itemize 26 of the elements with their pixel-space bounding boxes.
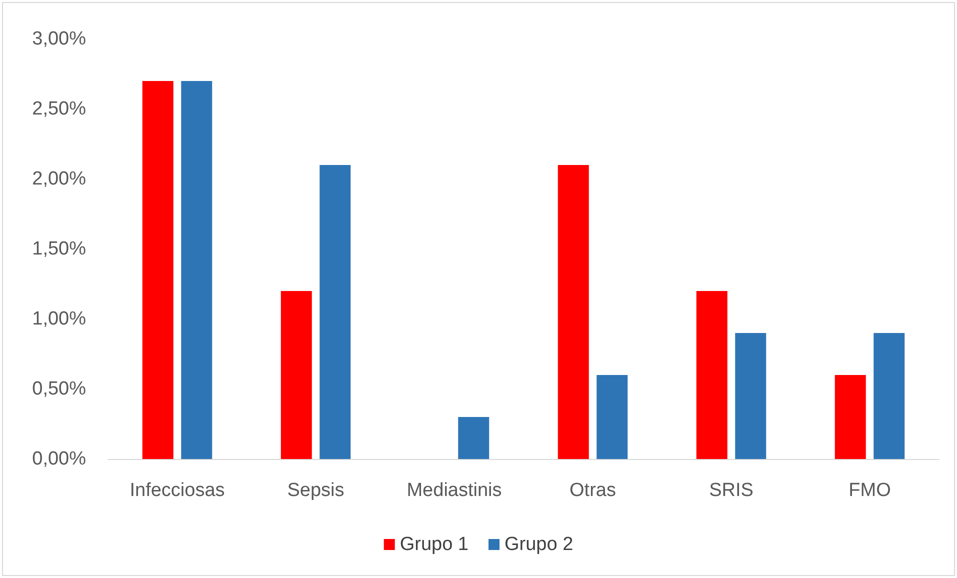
y-tick-label: 2,50% <box>32 98 86 120</box>
bar <box>735 333 766 459</box>
bar <box>696 291 728 459</box>
y-tick-label: 0,00% <box>32 448 86 470</box>
bar <box>280 291 312 459</box>
legend-label: Grupo 1 <box>400 534 469 555</box>
bar <box>834 375 866 459</box>
x-tick-label: Infecciosas <box>130 480 225 501</box>
bar <box>142 81 174 459</box>
y-tick-label: 1,50% <box>32 238 86 260</box>
y-tick-label: 3,00% <box>32 28 86 50</box>
x-tick-label: Otras <box>570 480 616 501</box>
y-tick-label: 2,00% <box>32 168 86 190</box>
legend-label: Grupo 2 <box>504 534 574 555</box>
bar <box>458 417 490 459</box>
bar <box>596 375 628 459</box>
x-tick-label: FMO <box>848 480 891 501</box>
bar <box>558 165 589 459</box>
bar <box>320 165 351 459</box>
y-tick-label: 1,00% <box>32 308 86 330</box>
bar <box>874 333 905 459</box>
x-tick-label: SRIS <box>709 480 754 501</box>
x-tick-label: Sepsis <box>287 480 344 501</box>
y-tick-label: 0,50% <box>32 378 86 400</box>
bar <box>181 81 212 459</box>
x-tick-label: Mediastinis <box>406 480 502 501</box>
